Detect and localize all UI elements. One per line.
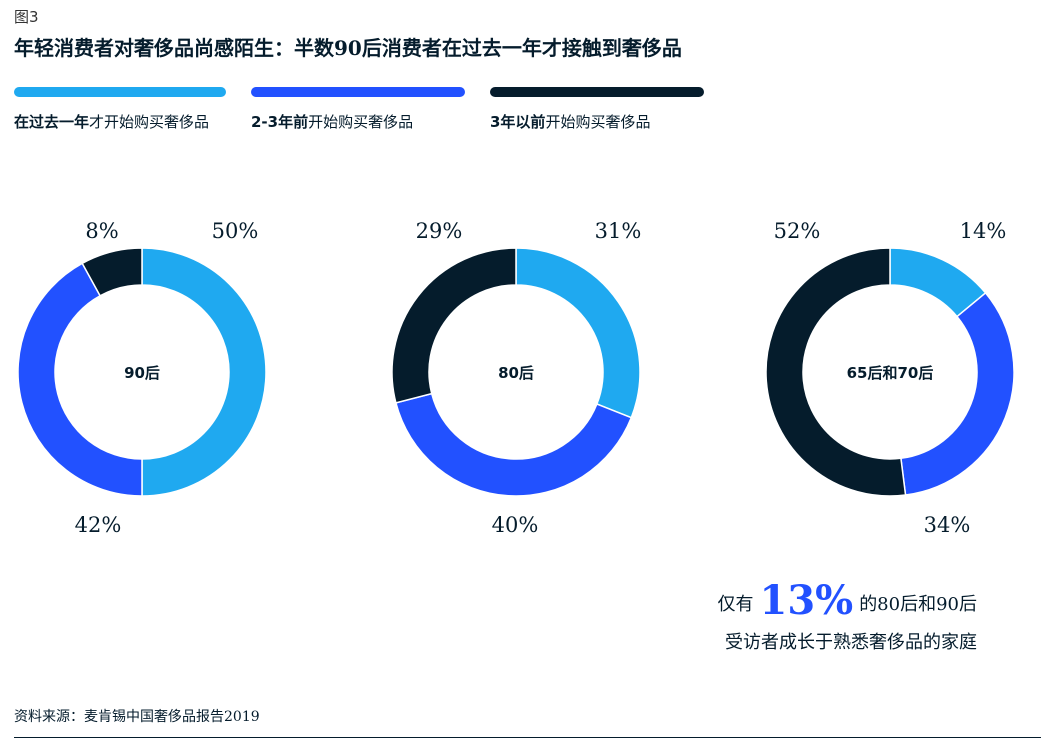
- data-label: 52%: [774, 219, 821, 243]
- callout-line-1: 仅有 13% 的80后和90后: [717, 581, 977, 624]
- legend-label-rest: 才开始购买奢侈品: [89, 113, 210, 131]
- legend-label-past-year: 在过去一年才开始购买奢侈品: [14, 110, 224, 134]
- segment-past-year: [141, 247, 267, 497]
- legend-label-2-3-years: 2-3年前开始购买奢侈品: [251, 110, 481, 134]
- figure-label: 图3: [14, 8, 39, 26]
- data-label: 42%: [75, 513, 122, 537]
- data-label: 14%: [960, 219, 1007, 243]
- segment-over-3-years: [391, 247, 517, 404]
- bottom-rule: [14, 737, 1041, 738]
- segment-over-3-years: [81, 247, 143, 297]
- legend-label-rest: 开始购买奢侈品: [545, 113, 651, 131]
- legend-label-rest: 开始购买奢侈品: [308, 113, 414, 131]
- source-note: 资料来源：麦肯锡中国奢侈品报告2019: [14, 709, 260, 725]
- legend-label-over-3-years: 3年以前开始购买奢侈品: [490, 110, 720, 134]
- donut-center-label: 80后: [498, 364, 534, 382]
- segment-2-3-years: [900, 291, 1015, 496]
- data-label: 8%: [85, 219, 118, 243]
- callout-line-2: 受访者成长于熟悉奢侈品的家庭: [725, 632, 977, 653]
- legend-bar-2-3-years: [251, 87, 465, 97]
- callout-prefix: 仅有: [717, 594, 754, 615]
- legend-bar-over-3-years: [490, 87, 704, 97]
- legend-label-bold: 在过去一年: [14, 113, 90, 131]
- legend-bar-past-year: [14, 87, 226, 97]
- legend-label-bold: 2-3年前: [251, 113, 309, 131]
- segment-over-3-years: [765, 247, 907, 497]
- data-label: 40%: [492, 513, 539, 537]
- segment-2-3-years: [394, 392, 633, 497]
- segment-past-year: [515, 247, 641, 419]
- chart-title: 年轻消费者对奢侈品尚感陌生：半数90后消费者在过去一年才接触到奢侈品: [14, 36, 682, 60]
- data-label: 29%: [416, 219, 463, 243]
- data-label: 50%: [212, 219, 259, 243]
- donut-center-label: 90后: [124, 364, 160, 382]
- data-label: 34%: [924, 513, 971, 537]
- donut-center-label: 65后和70后: [847, 364, 934, 382]
- legend-label-bold: 3年以前: [490, 113, 546, 131]
- segment-2-3-years: [17, 262, 143, 497]
- callout-suffix: 的80后和90后: [859, 594, 977, 615]
- callout: 仅有 13% 的80后和90后 受访者成长于熟悉奢侈品的家庭: [717, 581, 977, 662]
- data-label: 31%: [595, 219, 642, 243]
- callout-highlight-value: 13%: [759, 577, 854, 624]
